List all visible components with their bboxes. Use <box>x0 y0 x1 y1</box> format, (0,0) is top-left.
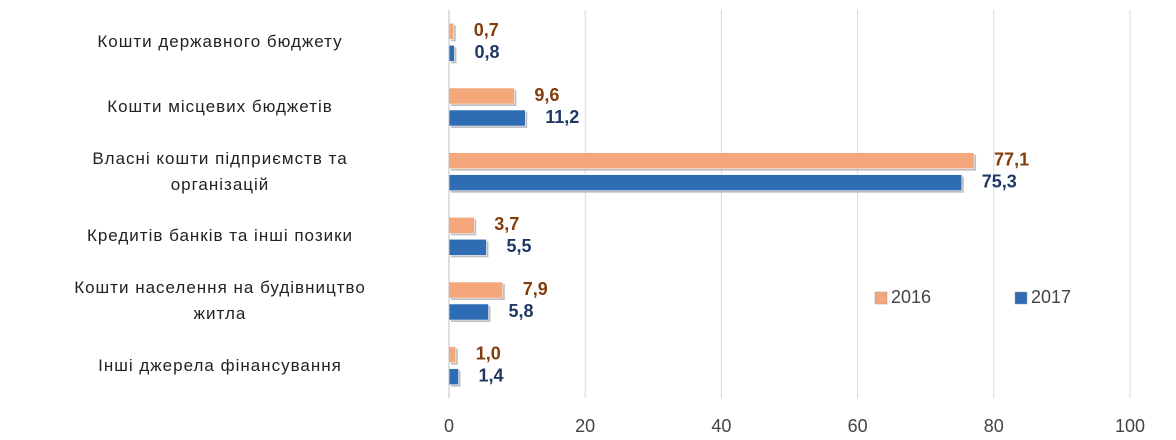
data-label: 1,0 <box>476 343 501 363</box>
data-label: 0,7 <box>474 20 499 40</box>
bar <box>448 346 457 363</box>
data-label: 1,4 <box>479 365 504 385</box>
legend-label: 2017 <box>1031 287 1071 307</box>
bar <box>448 174 963 191</box>
bar <box>448 368 459 385</box>
x-tick-label: 60 <box>848 416 868 436</box>
bar <box>448 45 455 62</box>
y-tick-label: Власні кошти підприємств та організацій <box>92 148 348 194</box>
y-tick-label: Кошти населення на будівництво житла <box>74 278 366 323</box>
y-tick-label: Кошти державного бюджету <box>97 32 343 52</box>
data-label: 11,2 <box>545 107 579 127</box>
legend-label: 2016 <box>891 287 931 307</box>
bar <box>448 109 526 127</box>
bar <box>448 152 975 169</box>
data-label: 0,8 <box>474 42 499 62</box>
data-label: 77,1 <box>994 149 1029 169</box>
bar <box>448 239 487 256</box>
bar <box>448 281 504 299</box>
data-label: 5,8 <box>508 301 533 321</box>
bar <box>448 217 475 234</box>
data-label: 7,9 <box>523 279 548 299</box>
bar <box>448 87 515 105</box>
x-tick-label: 0 <box>444 416 454 436</box>
legend-swatch <box>1014 291 1028 305</box>
x-tick-label: 80 <box>984 416 1004 436</box>
bar <box>448 23 455 40</box>
x-tick-label: 20 <box>575 416 595 436</box>
x-tick-label: 40 <box>711 416 731 436</box>
data-label: 75,3 <box>982 171 1017 191</box>
y-tick-label: Кредитів банків та інші позики <box>86 226 354 246</box>
y-tick-label: Інші джерела фінансування <box>98 355 342 375</box>
y-tick-label: Кошти місцевих бюджетів <box>107 97 333 116</box>
data-label: 9,6 <box>534 85 559 105</box>
bar <box>448 303 489 321</box>
legend-swatch <box>874 291 888 305</box>
data-label: 3,7 <box>494 214 519 234</box>
data-label: 5,5 <box>506 236 531 256</box>
x-tick-label: 100 <box>1115 416 1145 436</box>
